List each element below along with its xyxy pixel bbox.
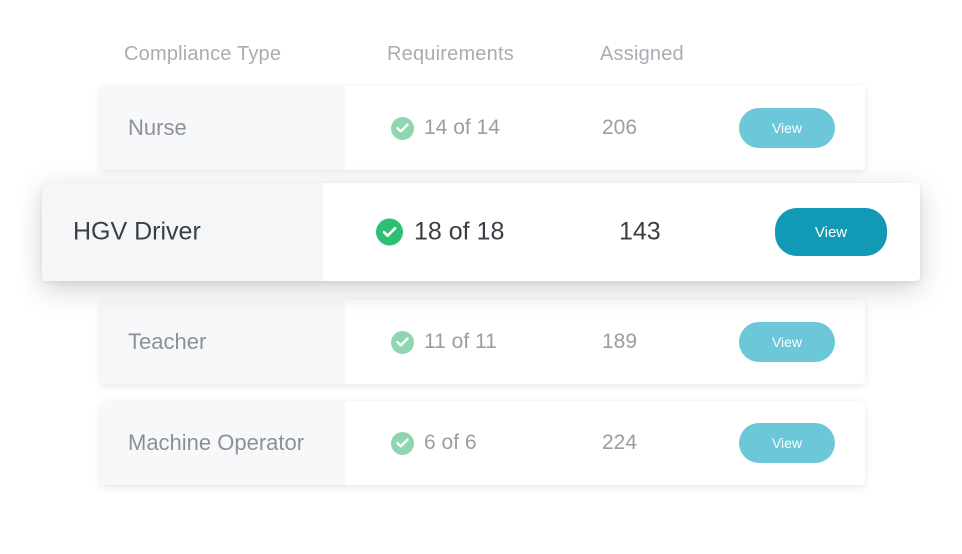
- table-row-nurse: Nurse 14 of 14 206 View: [101, 86, 865, 170]
- view-button[interactable]: View: [775, 208, 887, 256]
- table-row-machine-operator: Machine Operator 6 of 6 224 View: [101, 401, 865, 485]
- requirements-value: 11 of 11: [424, 330, 497, 353]
- requirements-cell: 18 of 18: [376, 218, 504, 247]
- requirements-value: 18 of 18: [414, 217, 505, 246]
- requirements-cell: 14 of 14: [391, 116, 500, 140]
- requirements-cell: 11 of 11: [391, 330, 497, 354]
- compliance-type-label: HGV Driver: [73, 217, 201, 246]
- column-header-requirements: Requirements: [387, 43, 514, 65]
- assigned-count: 224: [602, 431, 638, 454]
- requirements-cell: 6 of 6: [391, 431, 477, 455]
- assigned-count: 206: [602, 116, 638, 139]
- view-button[interactable]: View: [739, 108, 835, 148]
- column-header-compliance-type: Compliance Type: [124, 43, 282, 65]
- type-cell: [101, 300, 345, 384]
- type-cell: [101, 401, 345, 485]
- assigned-count: 143: [619, 217, 661, 246]
- type-cell: [42, 183, 323, 281]
- type-cell: [101, 86, 345, 170]
- table-row-hgv-driver: HGV Driver 18 of 18 143 View: [42, 183, 920, 281]
- compliance-type-label: Teacher: [128, 329, 207, 354]
- column-header-assigned: Assigned: [600, 43, 684, 65]
- check-circle-icon: [391, 116, 414, 140]
- table-row-teacher: Teacher 11 of 11 189 View: [101, 300, 865, 384]
- check-circle-icon: [391, 431, 414, 455]
- compliance-type-label: Machine Operator: [128, 430, 305, 455]
- check-circle-icon: [391, 330, 414, 354]
- view-button[interactable]: View: [739, 322, 835, 362]
- compliance-type-label: Nurse: [128, 115, 187, 140]
- assigned-count: 189: [602, 330, 638, 353]
- check-circle-icon: [376, 218, 403, 246]
- requirements-value: 14 of 14: [424, 116, 500, 139]
- requirements-value: 6 of 6: [424, 431, 477, 454]
- view-button[interactable]: View: [739, 423, 835, 463]
